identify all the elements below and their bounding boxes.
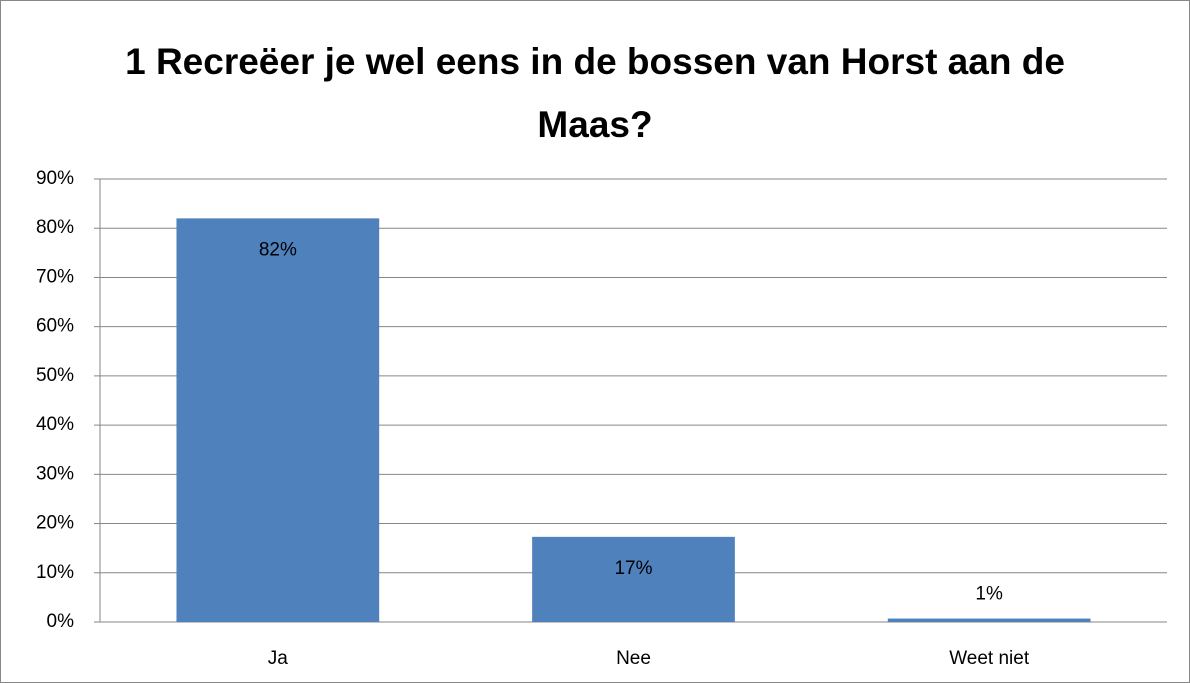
y-tick-label: 0% bbox=[47, 611, 75, 632]
x-tick-label: Ja bbox=[268, 648, 289, 669]
chart-title: 1 Recreëer je wel eens in de bossen van … bbox=[125, 41, 1065, 145]
x-tick-label: Nee bbox=[616, 648, 651, 669]
y-tick-label: 30% bbox=[36, 463, 74, 484]
data-label: 82% bbox=[259, 239, 297, 260]
bar bbox=[532, 536, 735, 622]
bar bbox=[887, 618, 1091, 622]
y-tick-label: 80% bbox=[36, 217, 74, 238]
y-tick-label: 70% bbox=[36, 266, 74, 287]
y-tick-label: 10% bbox=[36, 562, 74, 583]
y-tick-label: 90% bbox=[36, 168, 74, 189]
data-label: 17% bbox=[614, 558, 652, 579]
y-tick-label: 50% bbox=[36, 365, 74, 386]
y-tick-label: 40% bbox=[36, 414, 74, 435]
bar bbox=[176, 218, 380, 622]
data-label: 1% bbox=[975, 584, 1003, 605]
x-tick-label: Weet niet bbox=[949, 648, 1030, 669]
y-tick-label: 20% bbox=[36, 513, 74, 534]
y-tick-label: 60% bbox=[36, 316, 74, 337]
